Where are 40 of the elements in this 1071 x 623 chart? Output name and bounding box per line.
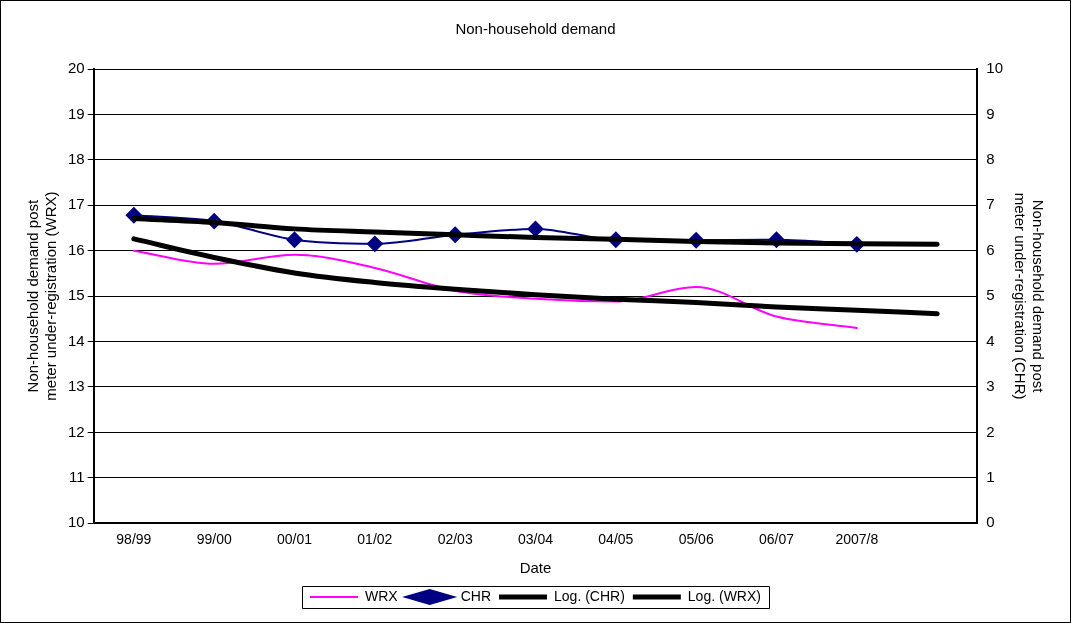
y-tick-label: 13 bbox=[68, 377, 85, 395]
y-tick-label: 20 bbox=[68, 59, 85, 77]
y-tick-label: 16 bbox=[68, 240, 85, 258]
y-tick-label: 14 bbox=[68, 331, 85, 349]
x-tick-label: 02/03 bbox=[437, 531, 473, 548]
y2-tick-label: 4 bbox=[986, 331, 995, 349]
x-tick-label: 04/05 bbox=[598, 531, 634, 548]
x-tick-label: 06/07 bbox=[758, 531, 795, 548]
x-tick-label: 03/04 bbox=[517, 531, 554, 548]
x-tick-label: 99/00 bbox=[196, 531, 232, 548]
y-tick-label: 11 bbox=[69, 467, 85, 485]
y2-tick-label: 1 bbox=[986, 467, 995, 485]
x-tick-label: 05/06 bbox=[678, 531, 714, 548]
y2-axis-title: Non-household demand post meter under-registration (CHR) bbox=[1011, 192, 1047, 400]
x-tick-label: 01/02 bbox=[357, 531, 393, 548]
y2-tick-label: 2 bbox=[986, 422, 995, 440]
y2-tick-label: 7 bbox=[986, 195, 995, 213]
legend-label: WRX bbox=[365, 587, 399, 604]
y2-tick-label: 0 bbox=[986, 513, 995, 531]
legend-label: Log. (WRX) bbox=[687, 587, 761, 604]
y-tick-label: 19 bbox=[68, 104, 85, 122]
y-tick-label: 10 bbox=[68, 513, 85, 531]
x-tick-label: 2007/8 bbox=[835, 531, 879, 548]
x-tick-label: 98/99 bbox=[116, 531, 152, 548]
legend-label: Log. (CHR) bbox=[554, 587, 625, 604]
y2-tick-label: 3 bbox=[986, 377, 995, 395]
x-axis-title: Date bbox=[519, 559, 552, 577]
legend-label: CHR bbox=[460, 587, 492, 604]
y-tick-label: 12 bbox=[68, 422, 85, 440]
chart-title: Non-household demand bbox=[455, 20, 616, 38]
y2-tick-label: 10 bbox=[986, 59, 1003, 77]
y-axis-title: Non-household demand post meter under-registration (WRX) bbox=[24, 191, 60, 401]
y-tick-label: 18 bbox=[68, 149, 85, 167]
y2-tick-label: 6 bbox=[986, 240, 995, 258]
y2-tick-label: 9 bbox=[986, 104, 995, 122]
y-tick-label: 17 bbox=[68, 195, 85, 213]
y-tick-label: 15 bbox=[68, 286, 85, 304]
y2-tick-label: 5 bbox=[986, 286, 995, 304]
y2-tick-label: 8 bbox=[986, 149, 995, 167]
x-tick-label: 00/01 bbox=[276, 531, 313, 548]
